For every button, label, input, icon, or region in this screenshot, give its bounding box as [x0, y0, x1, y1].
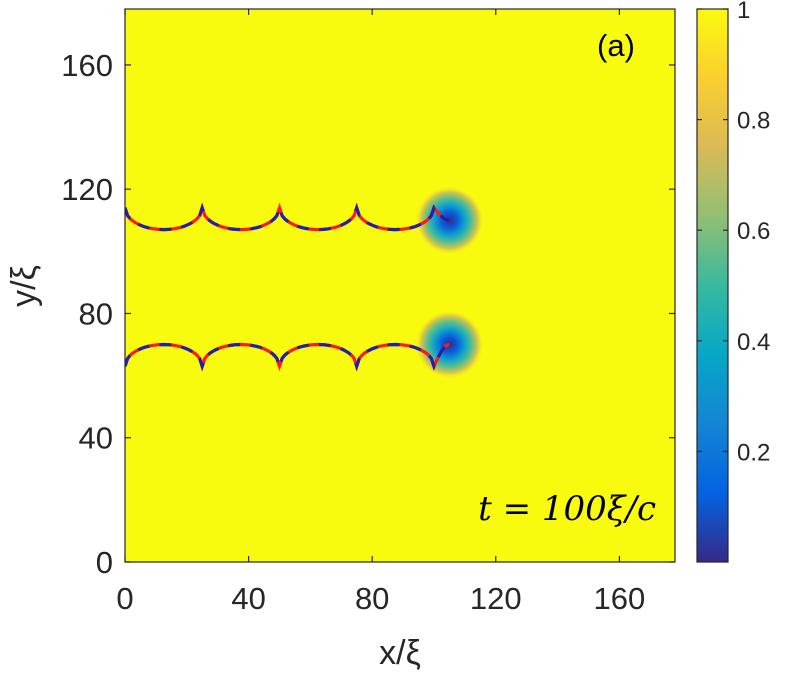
y-tick-label: 40	[79, 421, 113, 456]
panel-label: (a)	[597, 28, 635, 63]
vortex-core	[414, 309, 485, 380]
y-axis-ticks: 0 40 80 120 160	[61, 48, 675, 580]
heatmap-background	[125, 9, 675, 562]
trajectory-dashed	[125, 342, 450, 372]
x-axis-ticks: 0 40 80 120 160	[116, 9, 645, 616]
x-tick-label: 0	[116, 581, 133, 616]
colorbar-tick-label: 0.4	[737, 329, 770, 356]
heatmap-plot: 0 40 80 120 160 0 40 80 120 160	[61, 8, 676, 616]
colorbar-tick-label: 0.2	[737, 439, 770, 466]
y-tick-label: 160	[61, 48, 113, 83]
y-axis-label: y/ξ	[5, 265, 43, 307]
x-tick-label: 120	[470, 581, 522, 616]
x-tick-label: 40	[231, 581, 265, 616]
time-annotation: t = 100ξ/c	[478, 489, 656, 529]
trajectory-layer	[125, 202, 450, 372]
colorbar: 0.2 0.4 0.6 0.8 1	[696, 0, 770, 563]
x-tick-label: 160	[594, 581, 646, 616]
colorbar-gradient	[697, 9, 728, 562]
colorbar-frame	[696, 8, 729, 563]
colorbar-tick-label: 1	[737, 0, 750, 24]
plot-frame	[124, 8, 676, 563]
y-tick-label: 120	[61, 172, 113, 207]
colorbar-tick-label: 0.6	[737, 218, 770, 245]
y-tick-label: 80	[79, 296, 113, 331]
y-tick-label: 0	[96, 545, 113, 580]
vortex-core	[414, 185, 485, 255]
trajectory-dashed	[125, 202, 450, 232]
x-axis-label: x/ξ	[379, 634, 421, 672]
colorbar-tick-label: 0.8	[737, 108, 770, 135]
colorbar-ticks: 0.2 0.4 0.6 0.8 1	[697, 0, 770, 466]
x-tick-label: 80	[355, 581, 389, 616]
